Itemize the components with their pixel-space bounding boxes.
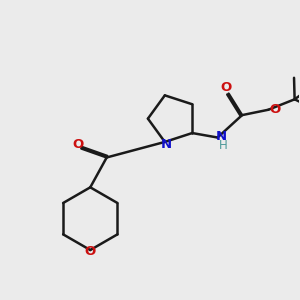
Text: O: O [72,137,83,151]
Text: O: O [220,81,232,94]
Text: N: N [216,130,227,143]
Text: H: H [219,139,227,152]
Text: O: O [269,103,281,116]
Text: O: O [85,245,96,258]
Text: N: N [161,138,172,151]
